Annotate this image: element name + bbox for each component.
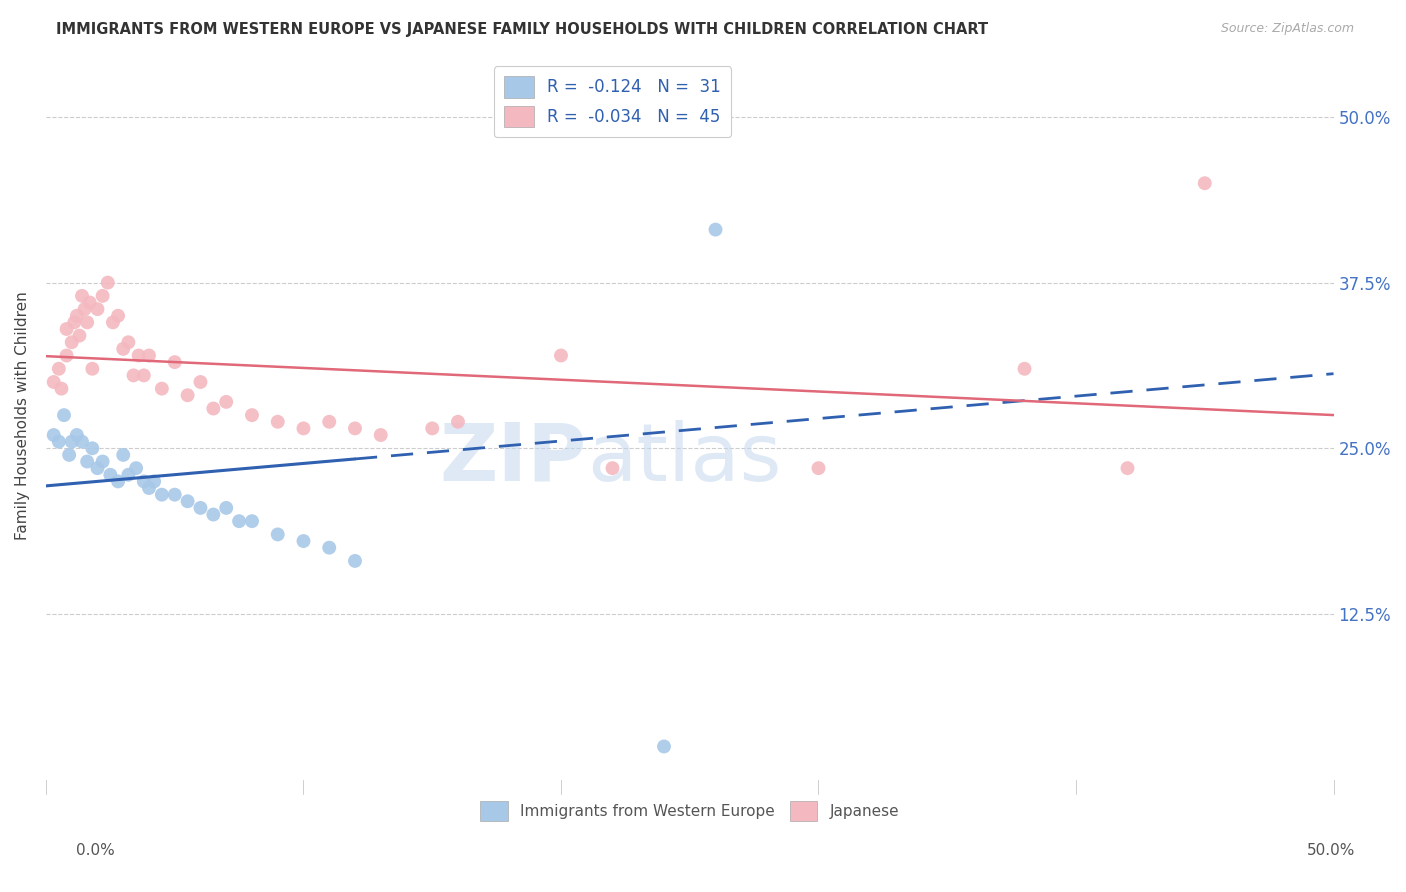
Point — [202, 508, 225, 522]
Point — [128, 349, 150, 363]
Point — [122, 368, 145, 383]
Point — [60, 335, 83, 350]
Point — [420, 421, 443, 435]
Point — [447, 415, 470, 429]
Point — [602, 461, 624, 475]
Point — [70, 289, 93, 303]
Point — [652, 117, 675, 131]
Point — [79, 295, 101, 310]
Point — [190, 500, 212, 515]
Point — [48, 434, 70, 449]
Point — [215, 395, 238, 409]
Point — [82, 361, 104, 376]
Point — [267, 527, 290, 541]
Text: atlas: atlas — [586, 420, 782, 498]
Point — [73, 302, 96, 317]
Point — [82, 442, 104, 456]
Point — [97, 276, 120, 290]
Point — [318, 541, 340, 555]
Point — [1116, 461, 1139, 475]
Text: 50.0%: 50.0% — [1308, 843, 1355, 858]
Point — [91, 454, 114, 468]
Point — [1194, 176, 1216, 190]
Point — [228, 514, 250, 528]
Text: Source: ZipAtlas.com: Source: ZipAtlas.com — [1220, 22, 1354, 36]
Point — [63, 315, 86, 329]
Point — [343, 421, 366, 435]
Point — [60, 434, 83, 449]
Point — [107, 475, 129, 489]
Point — [138, 349, 160, 363]
Point — [55, 349, 77, 363]
Point — [1014, 361, 1036, 376]
Point — [107, 309, 129, 323]
Point — [215, 500, 238, 515]
Point — [240, 514, 263, 528]
Point — [48, 361, 70, 376]
Point — [132, 368, 155, 383]
Point — [117, 467, 139, 482]
Point — [138, 481, 160, 495]
Point — [42, 375, 65, 389]
Point — [267, 415, 290, 429]
Point — [125, 461, 148, 475]
Point — [652, 739, 675, 754]
Text: 0.0%: 0.0% — [76, 843, 115, 858]
Point — [117, 335, 139, 350]
Point — [370, 428, 392, 442]
Point — [163, 488, 186, 502]
Point — [318, 415, 340, 429]
Point — [66, 428, 89, 442]
Point — [240, 408, 263, 422]
Point — [292, 534, 315, 549]
Point — [704, 222, 727, 236]
Point — [66, 309, 89, 323]
Point — [150, 488, 173, 502]
Point — [86, 461, 108, 475]
Point — [91, 289, 114, 303]
Point — [98, 467, 121, 482]
Point — [143, 475, 166, 489]
Point — [202, 401, 225, 416]
Point — [69, 328, 91, 343]
Point — [292, 421, 315, 435]
Point — [55, 322, 77, 336]
Point — [86, 302, 108, 317]
Point — [163, 355, 186, 369]
Point — [150, 382, 173, 396]
Point — [190, 375, 212, 389]
Point — [176, 494, 198, 508]
Point — [70, 434, 93, 449]
Point — [101, 315, 124, 329]
Text: IMMIGRANTS FROM WESTERN EUROPE VS JAPANESE FAMILY HOUSEHOLDS WITH CHILDREN CORRE: IMMIGRANTS FROM WESTERN EUROPE VS JAPANE… — [56, 22, 988, 37]
Point — [51, 382, 73, 396]
Point — [76, 454, 98, 468]
Point — [112, 448, 135, 462]
Point — [112, 342, 135, 356]
Legend: Immigrants from Western Europe, Japanese: Immigrants from Western Europe, Japanese — [474, 795, 905, 827]
Point — [807, 461, 830, 475]
Point — [343, 554, 366, 568]
Point — [58, 448, 80, 462]
Point — [76, 315, 98, 329]
Point — [176, 388, 198, 402]
Y-axis label: Family Households with Children: Family Households with Children — [15, 291, 30, 540]
Point — [42, 428, 65, 442]
Text: ZIP: ZIP — [440, 420, 586, 498]
Point — [132, 475, 155, 489]
Point — [550, 349, 572, 363]
Point — [53, 408, 76, 422]
